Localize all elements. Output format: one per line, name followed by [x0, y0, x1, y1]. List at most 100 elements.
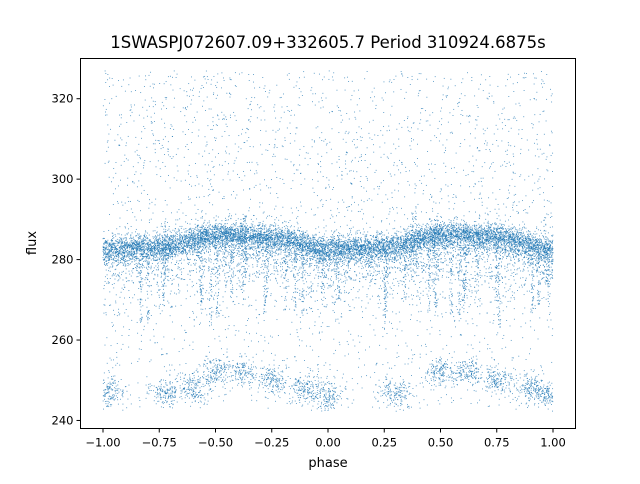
data-point: [343, 250, 345, 252]
data-point: [227, 228, 229, 230]
data-point: [531, 247, 533, 249]
data-point: [519, 234, 521, 236]
data-point: [297, 259, 299, 261]
data-point: [450, 241, 452, 243]
data-point: [426, 230, 428, 232]
data-point: [291, 231, 293, 233]
data-point: [305, 254, 307, 256]
data-point: [168, 244, 170, 246]
data-point: [319, 255, 321, 257]
data-point: [396, 242, 398, 244]
data-point: [483, 238, 485, 239]
data-point: [523, 245, 525, 247]
data-point: [233, 238, 235, 240]
data-point: [289, 241, 291, 243]
data-point: [199, 238, 201, 240]
data-point: [212, 237, 214, 239]
data-point: [551, 248, 553, 250]
data-point: [383, 253, 385, 255]
data-point: [105, 254, 107, 256]
data-point: [494, 223, 495, 225]
data-point: [199, 245, 201, 247]
data-point: [294, 244, 296, 246]
data-point: [350, 241, 352, 243]
data-point: [540, 241, 542, 242]
data-point: [508, 230, 510, 231]
data-point: [159, 258, 161, 260]
data-point: [269, 241, 271, 243]
data-point: [401, 253, 403, 255]
data-point: [435, 227, 437, 229]
data-point: [314, 255, 316, 257]
data-point: [430, 239, 432, 241]
data-point: [123, 245, 125, 247]
data-point: [272, 242, 274, 244]
data-point: [445, 233, 447, 235]
data-point: [530, 242, 532, 244]
data-point: [307, 236, 309, 238]
data-point: [296, 243, 298, 245]
data-point: [164, 247, 166, 249]
data-point: [453, 230, 454, 232]
data-point: [330, 243, 332, 245]
data-point: [346, 258, 348, 260]
data-point: [290, 249, 292, 250]
data-point: [294, 232, 295, 234]
data-point: [173, 248, 175, 250]
data-point: [203, 237, 205, 239]
data-point: [528, 250, 530, 252]
data-point: [358, 241, 360, 243]
data-point: [250, 239, 252, 241]
data-point: [203, 231, 205, 233]
data-point: [281, 243, 283, 244]
data-point: [490, 233, 492, 235]
data-point: [388, 243, 390, 245]
data-point: [280, 251, 282, 253]
data-point: [536, 242, 538, 244]
data-point: [396, 240, 398, 242]
data-point: [552, 239, 554, 241]
data-point: [256, 242, 258, 244]
data-point: [256, 261, 258, 263]
data-point: [117, 254, 119, 256]
data-point: [152, 251, 153, 253]
data-point: [184, 237, 186, 239]
data-point: [282, 235, 284, 237]
data-point: [310, 244, 312, 246]
data-point: [317, 238, 319, 240]
data-point: [276, 234, 278, 236]
data-point: [165, 254, 167, 256]
data-point: [239, 228, 241, 230]
data-point: [467, 239, 469, 241]
data-point: [389, 242, 391, 244]
data-point: [126, 232, 128, 234]
data-point: [232, 223, 234, 224]
data-point: [342, 247, 344, 249]
data-point: [452, 237, 454, 239]
data-point: [466, 227, 468, 229]
data-point: [376, 241, 378, 243]
data-point: [389, 223, 390, 225]
data-point: [102, 245, 104, 247]
data-point: [392, 242, 394, 244]
data-point: [469, 240, 471, 242]
data-point: [281, 241, 283, 243]
data-point: [221, 245, 223, 247]
data-point: [198, 241, 200, 243]
data-point: [207, 247, 209, 249]
data-point: [424, 233, 426, 234]
data-point: [480, 244, 482, 246]
data-point: [404, 235, 406, 237]
data-point: [259, 244, 260, 246]
data-point: [514, 238, 516, 239]
data-point: [524, 257, 526, 259]
data-point: [523, 246, 525, 247]
data-point: [338, 246, 340, 248]
data-point: [401, 235, 403, 237]
data-point: [229, 230, 231, 232]
data-point: [254, 240, 256, 241]
data-point: [370, 262, 372, 263]
data-point: [212, 240, 214, 242]
data-point: [276, 249, 278, 250]
data-point: [433, 237, 435, 239]
